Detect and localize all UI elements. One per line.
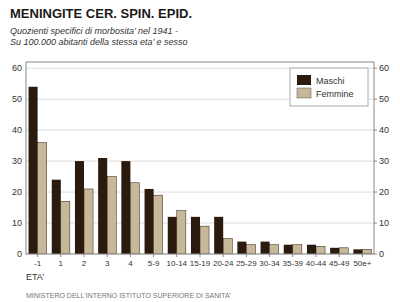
bar — [261, 242, 270, 254]
x-tick-label: -1 — [34, 259, 42, 268]
legend-label: Femmine — [316, 89, 354, 99]
bar — [246, 245, 255, 254]
bar — [362, 249, 371, 254]
bar — [168, 217, 177, 254]
bar — [223, 239, 232, 254]
x-tick — [316, 254, 317, 257]
x-tick — [60, 254, 61, 257]
bar — [130, 183, 139, 254]
bar — [61, 201, 70, 254]
subtitle-line: Quozienti specifici di morbosita’ nel 19… — [10, 26, 178, 36]
x-tick-label: 45-49 — [329, 259, 350, 268]
bar — [307, 245, 316, 254]
bar — [177, 211, 186, 254]
y-tick-label: 40 — [12, 125, 22, 135]
x-tick-label: 5-9 — [148, 259, 160, 268]
x-tick-label: 20-24 — [213, 259, 234, 268]
y2-tick-label: 60 — [379, 63, 389, 73]
footer-annotation: MINISTERO DELL'INTERNO ISTITUTO SUPERIOR… — [26, 292, 231, 299]
y2-tick-label: 20 — [379, 187, 389, 197]
x-tick — [130, 254, 131, 257]
title: MENINGITE CER. SPIN. EPID. — [10, 6, 192, 21]
bar — [353, 249, 362, 254]
chart-container: MENINGITE CER. SPIN. EPID. Quozienti spec… — [0, 0, 400, 302]
x-tick — [292, 254, 293, 257]
x-tick — [246, 254, 247, 257]
y2-tick-label: 40 — [379, 125, 389, 135]
subtitle-line: Su 100.000 abitanti della stessa eta’ e … — [10, 37, 188, 47]
bar — [191, 217, 200, 254]
x-tick — [37, 254, 38, 257]
bar — [270, 245, 279, 254]
x-tick-label: 1 — [59, 259, 64, 268]
y-tick-label: 60 — [12, 63, 22, 73]
x-tick-label: 30-34 — [259, 259, 280, 268]
x-tick-label: 50e+ — [353, 259, 371, 268]
bar — [237, 242, 246, 254]
y2-tick-label: 30 — [379, 156, 389, 166]
x-tick — [84, 254, 85, 257]
bar — [29, 87, 38, 254]
x-tick-label: 40-44 — [306, 259, 327, 268]
y-tick-label: 0 — [17, 249, 22, 259]
bar — [52, 180, 61, 254]
bars — [29, 87, 372, 254]
legend-box — [290, 68, 368, 106]
bar — [107, 177, 116, 254]
x-tick-label: 10-14 — [167, 259, 188, 268]
legend-label: Maschi — [316, 76, 345, 86]
bar — [121, 161, 130, 254]
bar — [154, 195, 163, 254]
bar — [284, 245, 293, 254]
bar — [316, 246, 325, 254]
bar — [98, 158, 107, 254]
x-tick — [176, 254, 177, 257]
y2-tick-label: 0 — [379, 249, 384, 259]
y-tick-label: 50 — [12, 94, 22, 104]
bar — [330, 248, 339, 254]
plot-frame — [26, 62, 374, 254]
x-tick-label: 2 — [82, 259, 87, 268]
x-tick-label: 35-39 — [283, 259, 304, 268]
y-tick-label: 30 — [12, 156, 22, 166]
x-tick — [153, 254, 154, 257]
y2-tick-label: 10 — [379, 218, 389, 228]
x-axis-label: ETA’ — [26, 272, 44, 282]
y-tick-label: 10 — [12, 218, 22, 228]
bar — [339, 248, 348, 254]
bar — [84, 189, 93, 254]
bar — [145, 189, 154, 254]
x-tick-label: 25-29 — [236, 259, 257, 268]
x-tick-label: 15-19 — [190, 259, 211, 268]
y-tick-label: 20 — [12, 187, 22, 197]
bar — [38, 143, 47, 254]
subtitle: Quozienti specifici di morbosita’ nel 19… — [10, 26, 188, 47]
x-tick-label: 4 — [128, 259, 133, 268]
x-tick — [362, 254, 363, 257]
chart-svg: MENINGITE CER. SPIN. EPID. Quozienti spec… — [0, 0, 400, 302]
bar — [293, 245, 302, 254]
legend: Maschi Femmine — [290, 68, 368, 106]
y2-tick-label: 50 — [379, 94, 389, 104]
bar — [200, 226, 209, 254]
legend-swatch — [297, 75, 311, 85]
x-tick — [107, 254, 108, 257]
x-tick — [200, 254, 201, 257]
x-tick — [269, 254, 270, 257]
x-tick — [223, 254, 224, 257]
grid-line — [26, 130, 374, 131]
bar — [75, 161, 84, 254]
x-tick-label: 3 — [105, 259, 110, 268]
bar — [214, 217, 223, 254]
legend-swatch — [297, 88, 311, 98]
x-tick — [339, 254, 340, 257]
